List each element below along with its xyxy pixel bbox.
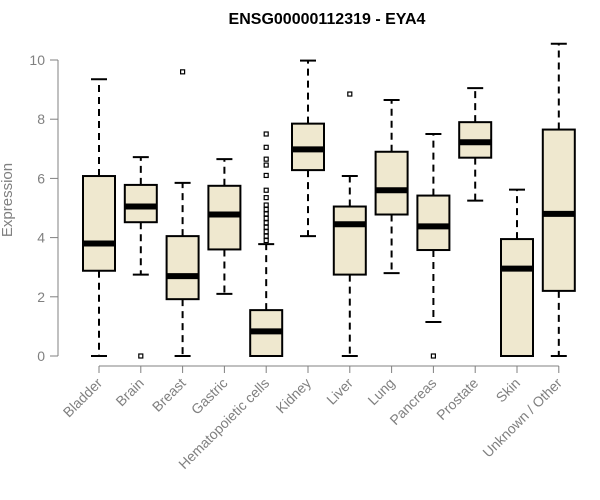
outlier-point [180, 69, 186, 75]
x-tick-label: Breast [149, 375, 189, 415]
box-iqr [374, 150, 409, 216]
outlier-point [263, 195, 269, 201]
y-tick-label: 10 [29, 52, 45, 68]
x-tick-label: Liver [323, 375, 356, 408]
y-tick-label: 0 [37, 348, 45, 364]
box-kidney [291, 59, 325, 238]
outlier-point [263, 131, 269, 137]
outlier-point [263, 215, 269, 221]
x-tick-label: Skin [493, 375, 524, 406]
box-skin [500, 188, 534, 357]
box-iqr [416, 194, 451, 252]
y-tick-label: 6 [37, 170, 45, 186]
box-bladder [82, 78, 116, 357]
box-liver [332, 91, 367, 357]
y-tick-label: 4 [37, 230, 45, 246]
y-tick-label: 8 [37, 111, 45, 127]
outlier-point [263, 233, 269, 239]
box-hematopoietic-cells [249, 131, 284, 357]
outlier-point [263, 144, 269, 150]
y-tick-label: 2 [37, 289, 45, 305]
box-iqr [82, 175, 116, 272]
x-tick-label: Bladder [60, 375, 106, 421]
outlier-point [263, 229, 269, 235]
y-axis-label: Expression [0, 163, 16, 237]
box-unknown-other [541, 42, 576, 357]
box-iqr [332, 205, 367, 276]
outlier-point [263, 206, 269, 213]
box-iqr [500, 238, 534, 357]
outlier-point [263, 220, 269, 226]
outlier-point [347, 91, 353, 97]
outlier-point [263, 224, 269, 230]
box-series [82, 42, 576, 359]
x-tick-label: Prostate [433, 375, 481, 423]
box-pancreas [416, 133, 451, 359]
box-iqr [207, 184, 242, 251]
x-tick-label: Brain [112, 375, 146, 409]
outlier-point [263, 211, 269, 217]
x-tick-label: Unknown / Other [479, 375, 565, 461]
outlier-point [263, 172, 269, 179]
box-iqr [165, 235, 200, 301]
box-iqr [541, 128, 576, 292]
outlier-point [263, 202, 269, 208]
outlier-point [263, 237, 269, 244]
x-tick-label: Lung [364, 375, 397, 408]
outlier-point [138, 353, 144, 359]
y-axis: 0 2 4 6 8 10 [29, 52, 59, 364]
outlier-point [263, 187, 269, 193]
x-tick-label: Kidney [273, 375, 315, 417]
outlier-point [263, 162, 269, 168]
box-gastric [207, 158, 242, 295]
box-prostate [458, 87, 493, 202]
box-lung [374, 98, 409, 275]
chart-title: ENSG00000112319 - EYA4 [229, 11, 426, 28]
box-brain [123, 156, 158, 359]
box-breast [165, 69, 200, 357]
outlier-point [430, 353, 436, 359]
outlier-point [263, 156, 269, 162]
